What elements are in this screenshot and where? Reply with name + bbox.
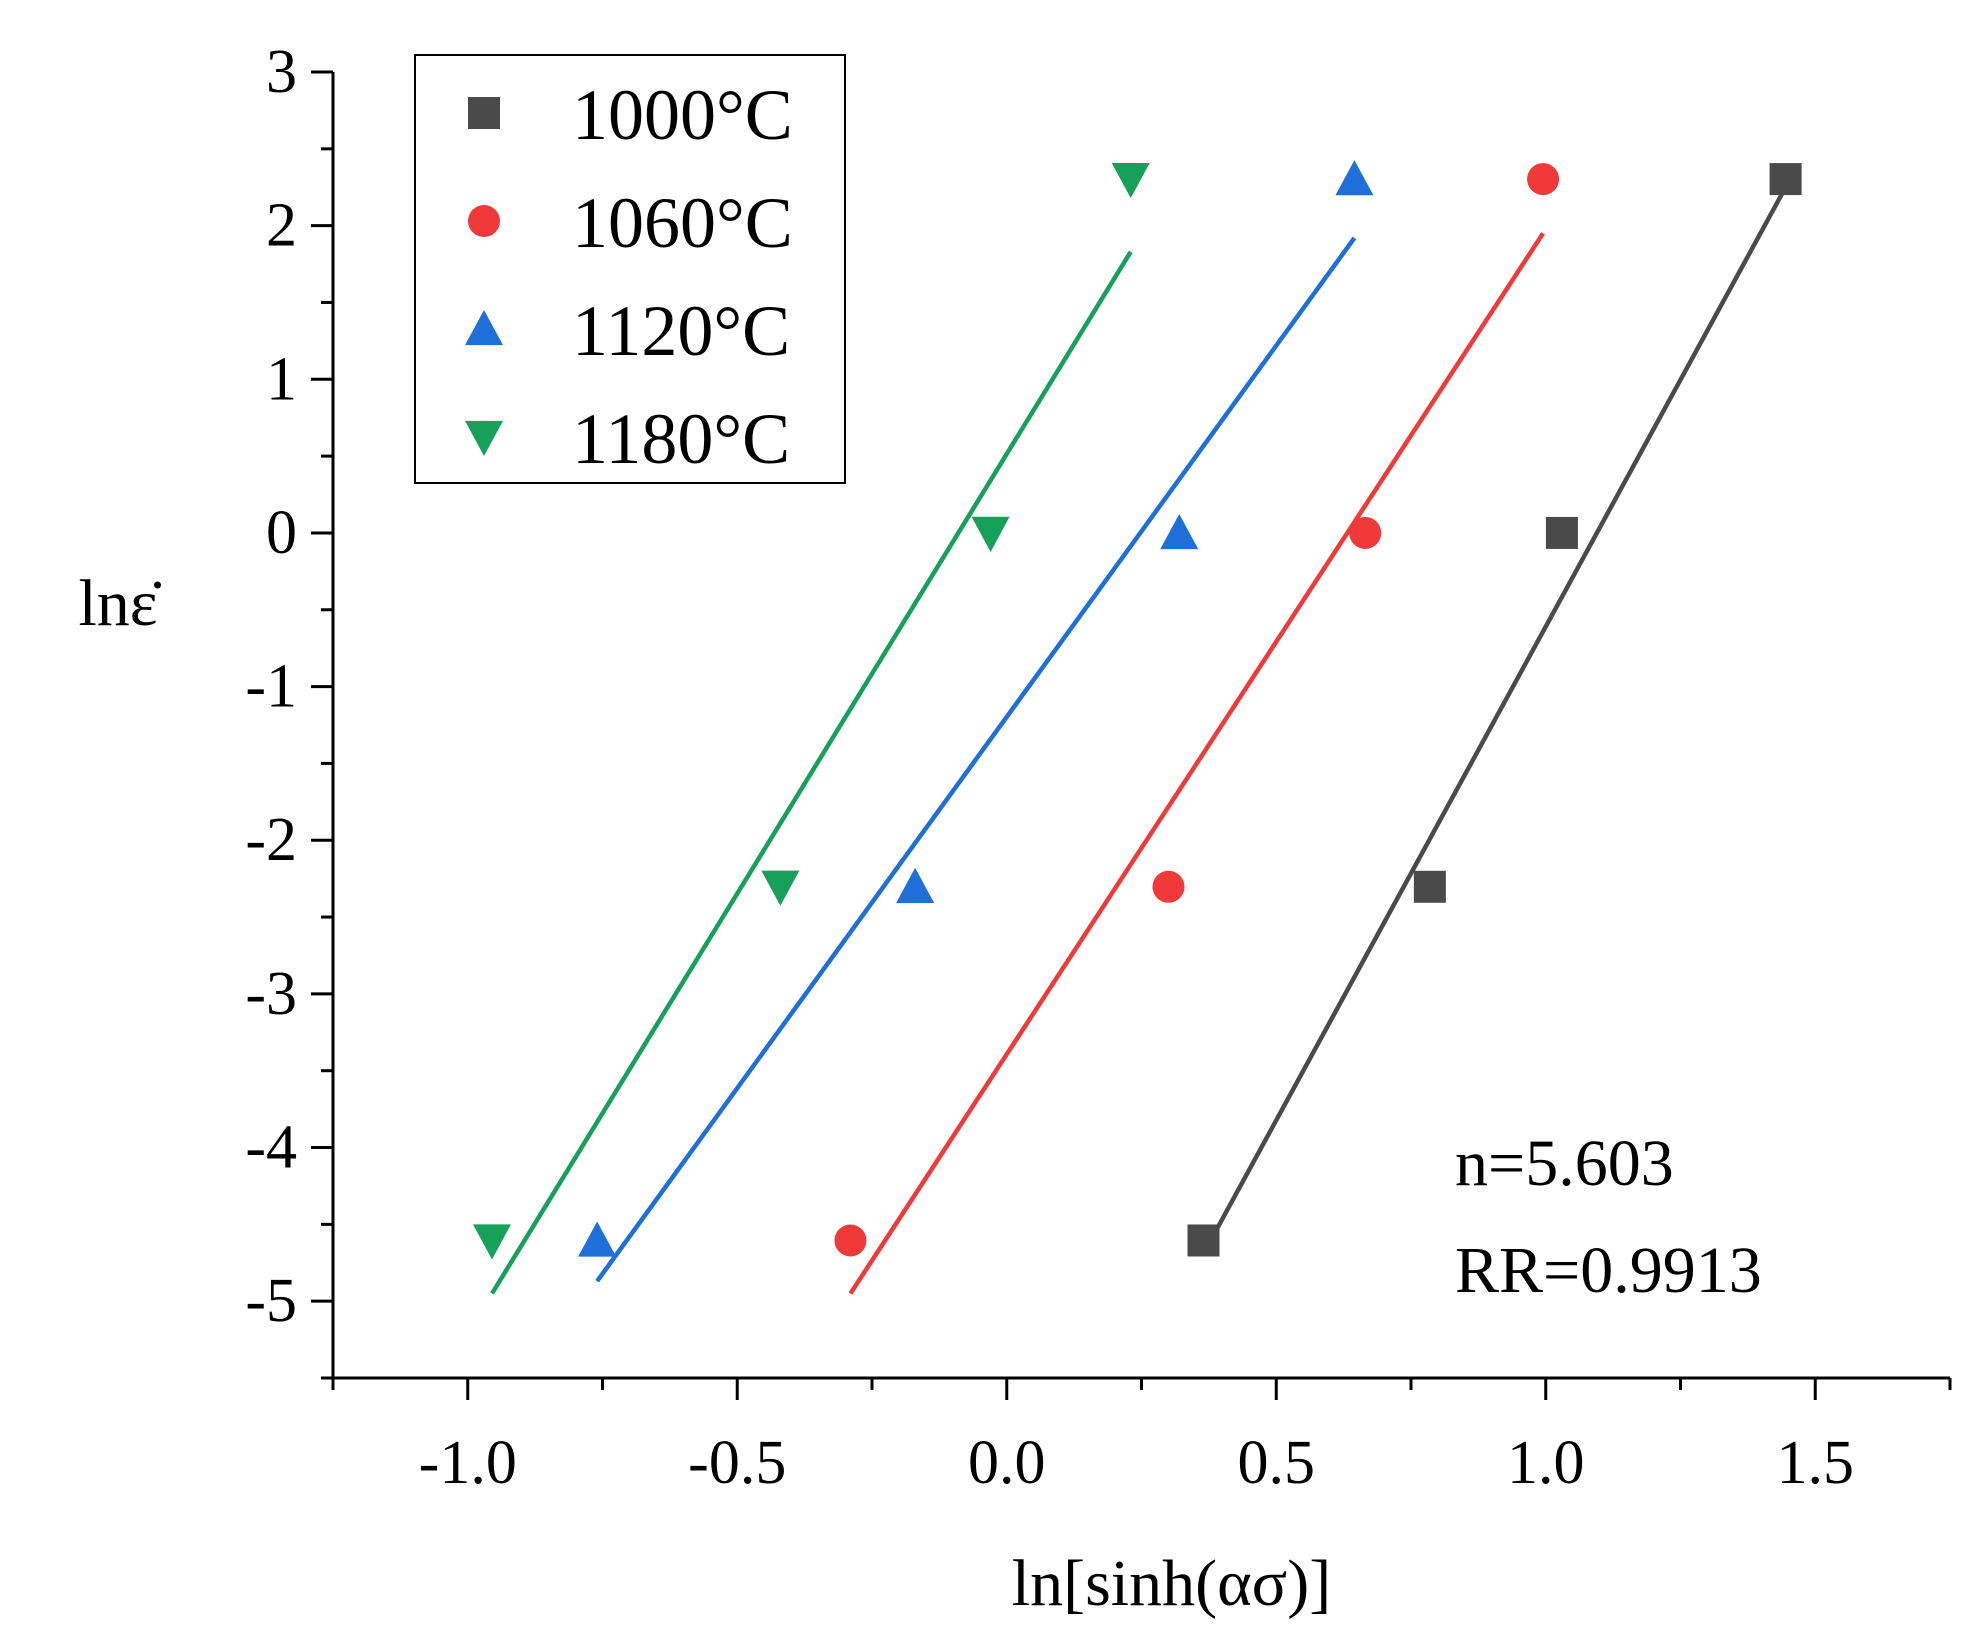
- fit-line-1120c: [595, 236, 1357, 1283]
- data-point-1120c: [578, 1221, 617, 1257]
- data-point-1060c: [1527, 163, 1560, 196]
- data-point-1060c: [834, 1224, 867, 1257]
- x-axis: -1.0 -0.5 0.0 0.5 1.0 1.5: [331, 1376, 1952, 1497]
- x-tick-label: 1.0: [1507, 1429, 1585, 1497]
- data-point-1000c: [1187, 1224, 1220, 1257]
- data-point-1120c: [896, 867, 935, 903]
- fit-line-1000c: [1201, 186, 1788, 1255]
- x-axis-title: ln[sinh(ασ)]: [1012, 1547, 1331, 1620]
- legend-marker-1120c: [465, 310, 503, 346]
- fit-line-1180c: [490, 250, 1133, 1295]
- data-point-1120c: [1335, 160, 1374, 196]
- legend-label: 1000°C: [572, 75, 793, 155]
- annotation-n: n=5.603: [1455, 1127, 1674, 1200]
- legend-marker-1180c: [465, 420, 503, 456]
- legend-label: 1180°C: [572, 399, 790, 479]
- y-tick-label: -4: [245, 1114, 297, 1182]
- y-tick-label: 2: [266, 192, 297, 260]
- data-point-1000c: [1413, 870, 1446, 903]
- x-tick-label: 1.5: [1777, 1429, 1855, 1497]
- data-point-1180c: [761, 870, 800, 906]
- y-tick-label: -2: [245, 806, 297, 874]
- fit-annotations: n=5.603 RR=0.9913: [1455, 1127, 1762, 1307]
- fit-line-1060c: [848, 232, 1545, 1295]
- legend: 1000°C 1060°C 1120°C 1180°C: [414, 54, 846, 484]
- y-tick-label: -5: [245, 1267, 297, 1335]
- data-point-1180c: [971, 516, 1010, 552]
- legend-marker-1060c: [468, 205, 500, 237]
- data-markers: [473, 160, 1802, 1260]
- data-point-1180c: [1111, 162, 1150, 199]
- data-point-1120c: [1160, 513, 1199, 550]
- data-point-1060c: [1349, 516, 1382, 549]
- x-tick-label: -1.0: [419, 1429, 517, 1497]
- legend-label: 1060°C: [572, 183, 793, 263]
- y-tick-label: 1: [266, 345, 297, 413]
- x-tick-label: 0.5: [1238, 1429, 1316, 1497]
- data-point-1180c: [473, 1224, 512, 1260]
- x-tick-label: -0.5: [688, 1429, 786, 1497]
- annotation-rr: RR=0.9913: [1455, 1234, 1762, 1307]
- legend-marker-1000c: [468, 97, 500, 129]
- x-tick-label: 0.0: [968, 1429, 1046, 1497]
- y-tick-label: -3: [245, 960, 297, 1028]
- data-point-1000c: [1769, 163, 1802, 196]
- data-point-1000c: [1545, 516, 1578, 549]
- y-tick-label: 0: [266, 499, 297, 567]
- y-tick-label: -1: [245, 653, 297, 721]
- fit-lines: [490, 186, 1788, 1295]
- data-point-1060c: [1152, 870, 1185, 903]
- y-tick-label: 3: [266, 38, 297, 106]
- y-axis-title: lnε̇: [78, 567, 161, 640]
- legend-label: 1120°C: [572, 291, 790, 371]
- y-axis: 3 2 1 0 -1 -2 -3 -4 -5: [245, 38, 335, 1380]
